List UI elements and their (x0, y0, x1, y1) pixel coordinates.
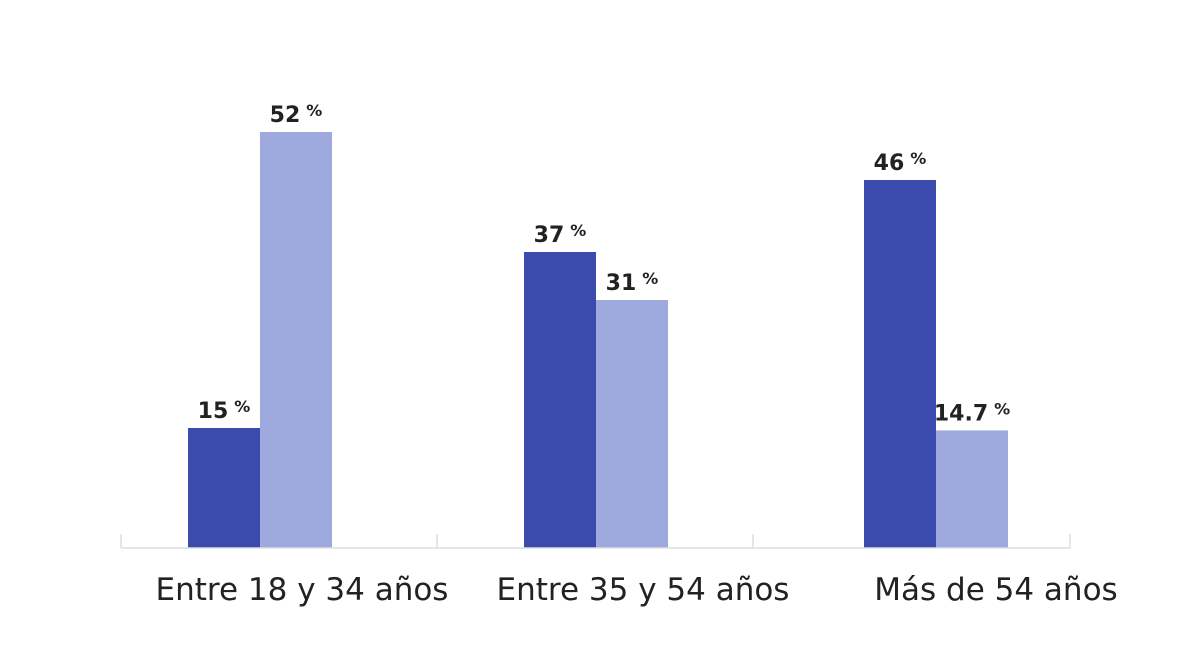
value-label-number: 14.7 (934, 401, 988, 426)
value-label-unit: % (306, 101, 322, 120)
value-label-number: 31 (606, 271, 637, 296)
bars-layer (188, 132, 1008, 548)
bar-light-2 (936, 430, 1008, 548)
value-labels-layer: 15 %52 %37 %31 %46 %14.7% (198, 101, 1010, 426)
category-label: Más de 54 años (874, 572, 1117, 608)
value-label-unit: % (234, 397, 250, 416)
value-label: 52% (270, 101, 323, 128)
category-label: Entre 18 y 34 años (156, 572, 449, 608)
value-label-unit: % (570, 221, 586, 240)
value-label-unit: % (642, 269, 658, 288)
bar-dark-2 (864, 180, 936, 548)
value-label-number: 37 (534, 223, 565, 248)
value-label: 31% (606, 269, 659, 296)
value-label-unit: % (910, 149, 926, 168)
value-label: 46% (874, 149, 927, 176)
value-label: 14.7% (934, 399, 1010, 426)
bar-dark-0 (188, 428, 260, 548)
value-label-unit: % (994, 399, 1010, 418)
value-label-number: 52 (270, 103, 301, 128)
x-axis (120, 534, 1071, 549)
category-label: Entre 35 y 54 años (497, 572, 790, 608)
value-label: 15% (198, 397, 251, 424)
value-label-number: 46 (874, 151, 905, 176)
value-label-number: 15 (198, 399, 229, 424)
bar-light-1 (596, 300, 668, 548)
bar-dark-1 (524, 252, 596, 548)
bar-light-0 (260, 132, 332, 548)
value-label: 37% (534, 221, 587, 248)
category-labels-layer: Entre 18 y 34 años Entre 35 y 54 años Más … (156, 572, 1118, 608)
